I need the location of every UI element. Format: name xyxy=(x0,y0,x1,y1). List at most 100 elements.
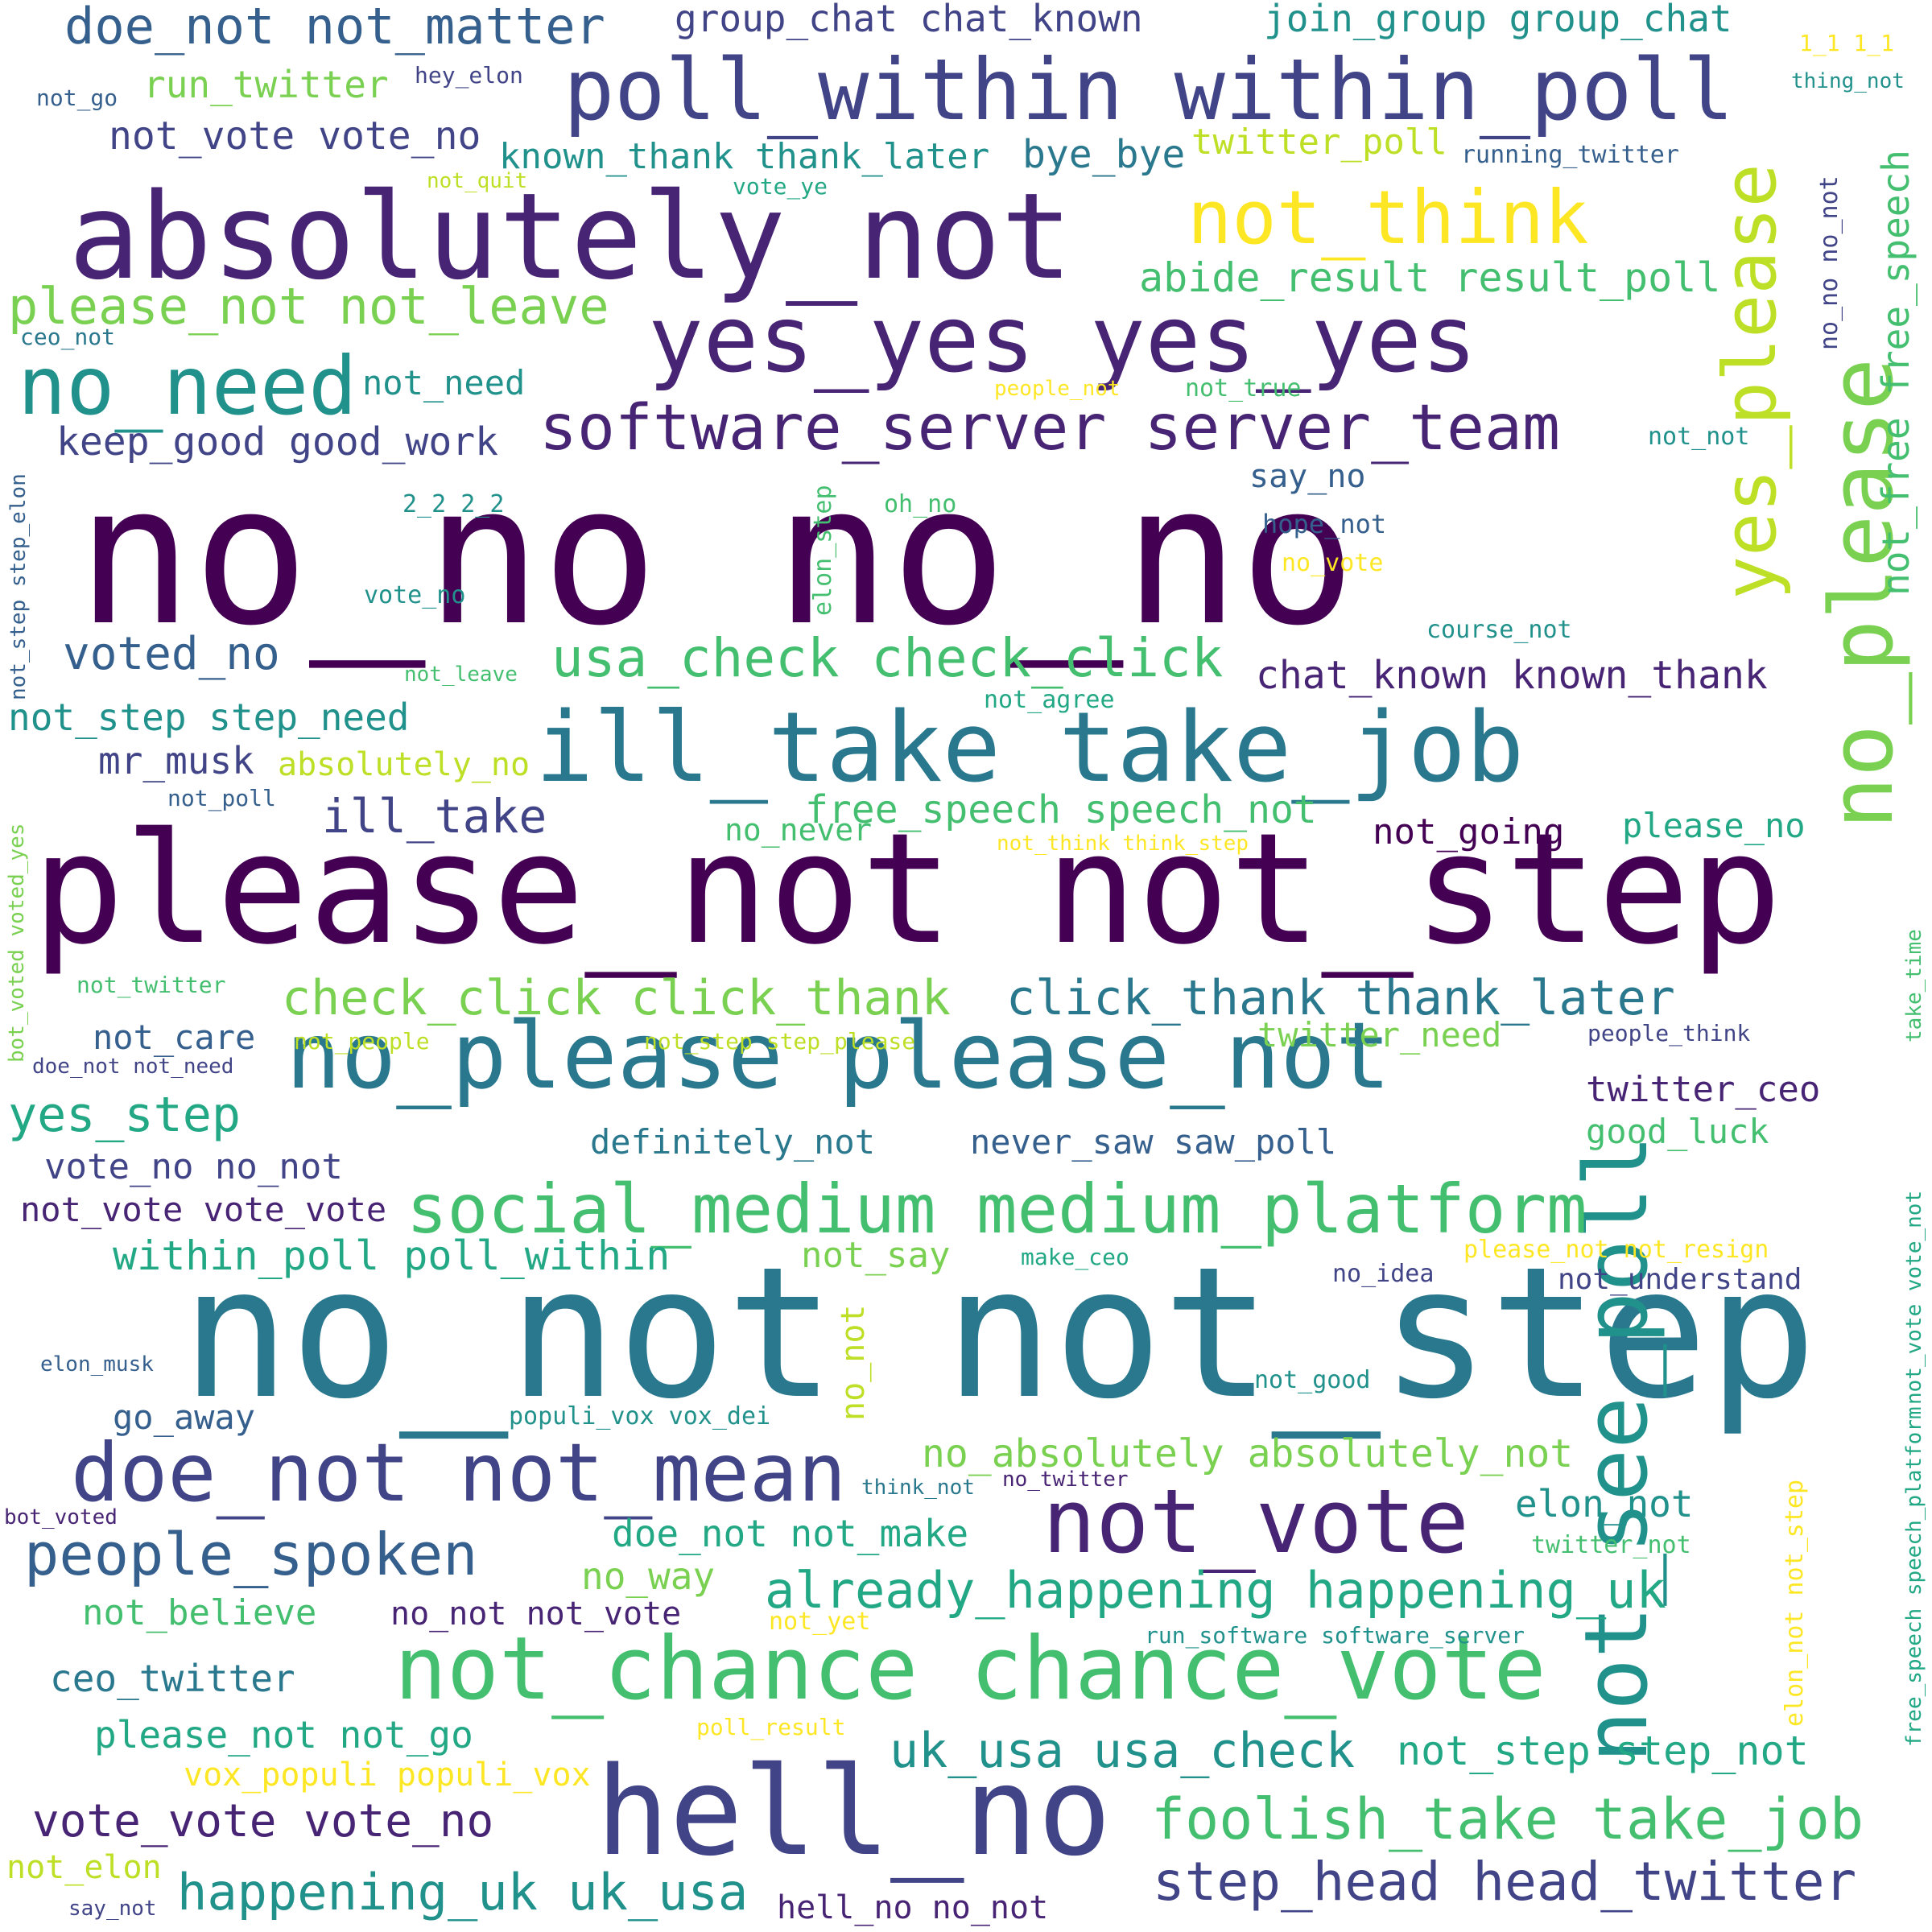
word-not-believe: not_believe xyxy=(82,1592,317,1633)
word-no-not-not-step: no_not not_step xyxy=(181,1228,1817,1439)
word-vote-no-no-not: vote_no no_not xyxy=(44,1146,343,1187)
word-social-medium-medium-platform: social_medium medium_platform xyxy=(407,1170,1587,1249)
word-make-ceo: make_ceo xyxy=(1021,1244,1129,1270)
word-vote-no: vote_no xyxy=(364,581,466,609)
word-not-people: not_people xyxy=(294,1028,430,1055)
word-not-need: not_need xyxy=(362,363,526,402)
word-no-not-not-vote: no_not not_vote xyxy=(390,1596,682,1633)
word-keep-good-good-work: keep_good good_work xyxy=(56,419,499,464)
word-ceo-not: ceo_not xyxy=(20,324,116,350)
word-not-chance-chance-vote: not_chance chance_vote xyxy=(394,1619,1546,1719)
word-elon-not-not-step-text: elon_not not_step xyxy=(1781,1479,1809,1727)
word-twitter-need: twitter_need xyxy=(1257,1015,1502,1055)
word-vox-populi-populi-vox: vox_populi populi_vox xyxy=(184,1757,591,1794)
word-run-twitter: run_twitter xyxy=(143,63,389,106)
word-elon-not: elon_not xyxy=(1515,1482,1694,1525)
word-join-group-group-chat: join_group group_chat xyxy=(1264,0,1732,40)
word-not-true: not_true xyxy=(1185,374,1302,402)
word-twitter-poll: twitter_poll xyxy=(1191,122,1447,163)
word-not-yet: not_yet xyxy=(769,1608,871,1636)
word-go-away: go_away xyxy=(113,1397,256,1437)
word-known-thank-thank-later: known_thank thank_later xyxy=(499,136,990,177)
word-usa-check-check-click: usa_check check_click xyxy=(551,627,1224,689)
word-ceo-twitter: ceo_twitter xyxy=(50,1657,295,1700)
word-twitter-not: twitter_not xyxy=(1531,1531,1691,1559)
word-please-not-not-resign: please_not not_resign xyxy=(1463,1236,1769,1264)
word-free-speech-speech-platform-text: free_speech speech_platform xyxy=(1902,1406,1926,1747)
word-not-care: not_care xyxy=(93,1018,256,1057)
word-not-vote: not_vote xyxy=(1042,1470,1469,1573)
word-not-step-step-need: not_step step_need xyxy=(8,696,410,739)
word-course-not: course_not xyxy=(1426,616,1572,644)
word-no-idea: no_idea xyxy=(1332,1260,1435,1288)
word-people-think: people_think xyxy=(1587,1020,1751,1046)
word-people-spoken: people_spoken xyxy=(24,1521,478,1588)
word-please-not-not-go: please_not not_go xyxy=(94,1713,473,1757)
word-not-step-step-please: not_step step_please xyxy=(644,1028,916,1055)
word-not-step-step-not: not_step step_not xyxy=(1397,1728,1809,1774)
word-definitely-not: definitely_not xyxy=(590,1122,876,1162)
word-hope-not: hope_not xyxy=(1262,509,1387,539)
word-step-head-head-twitter: step_head head_twitter xyxy=(1153,1851,1857,1913)
word-hey-elon: hey_elon xyxy=(415,62,523,89)
word-not-vote-vote-not-text: not_vote vote_not xyxy=(1902,1190,1926,1405)
word-run-software-software-server: run_software software_server xyxy=(1145,1622,1525,1649)
word-check-click-click-thank: check_click click_thank xyxy=(282,970,951,1026)
word-ill-take-take-job: ill_take take_job xyxy=(535,692,1525,804)
word-absolutely-no: absolutely_no xyxy=(278,746,530,783)
word-bot-voted-voted-yes-text: bot_voted voted_yes xyxy=(5,823,29,1063)
word-twitter-ceo: twitter_ceo xyxy=(1586,1069,1821,1110)
word-no-need: no_need xyxy=(18,339,357,433)
word-not-think-think-step: not_think think_step xyxy=(997,832,1249,856)
word-ill-take: ill_take xyxy=(322,789,547,844)
word-yes-please-text: yes_please xyxy=(1708,163,1793,600)
word-no-no-no-no: no_no no_no xyxy=(76,443,1356,668)
word-no-not-text: no_not xyxy=(835,1304,872,1422)
word-not-step-step-elon-text: not_step step_elon xyxy=(6,473,31,700)
word-vote-ye: vote_ye xyxy=(733,173,828,200)
word-within-poll-poll-within: within_poll poll_within xyxy=(113,1232,671,1279)
word-doe-not-not-need: doe_not not_need xyxy=(32,1055,234,1079)
word-group-chat-chat-known: group_chat chat_known xyxy=(675,0,1143,40)
word-please-no: please_no xyxy=(1622,806,1806,845)
word-please-not-not-step: please_not not_step xyxy=(32,800,1782,978)
word-no-way: no_way xyxy=(581,1554,716,1598)
word-take-time-text: take_time xyxy=(1902,929,1926,1042)
word-poll-within-within-poll: poll_within within_poll xyxy=(564,41,1734,139)
word-no-never: no_never xyxy=(724,812,873,848)
word-not-vote-vote-vote: not_vote vote_vote xyxy=(20,1190,387,1229)
word-elon-step-text: elon_step xyxy=(809,485,837,616)
word-not-quit: not_quit xyxy=(427,169,528,193)
word-no-vote: no_vote xyxy=(1282,549,1384,577)
word-software-server-server-team: software_server server_team xyxy=(539,392,1560,464)
word-not-not: not_not xyxy=(1648,423,1750,451)
word-no-absolutely-absolutely-not: no_absolutely absolutely_not xyxy=(922,1431,1574,1476)
word-running-twitter: running_twitter xyxy=(1461,141,1679,169)
word-doe-not-not-mean: doe_not not_mean xyxy=(71,1426,847,1520)
word-good-luck: good_luck xyxy=(1586,1112,1769,1151)
word-not-elon: not_elon xyxy=(6,1849,162,1886)
word-not-poll: not_poll xyxy=(167,785,276,811)
word-not-say: not_say xyxy=(801,1235,951,1276)
word-uk-usa-usa-check: uk_usa usa_check xyxy=(890,1723,1355,1779)
word-not-leave: not_leave xyxy=(404,663,518,687)
word-already-happening-happening-uk: already_happening happening_uk xyxy=(765,1561,1666,1620)
word-no-no-no-not-text: no_no no_not xyxy=(1815,175,1843,350)
word-not-vote-vote-no: not_vote vote_no xyxy=(109,114,481,159)
word-not-understand: not_understand xyxy=(1558,1263,1802,1296)
word-foolish-take-take-job: foolish_take take_job xyxy=(1151,1786,1864,1852)
word-say-no: say_no xyxy=(1249,458,1366,495)
word-2-2-2-2: 2_2 2_2 xyxy=(402,490,505,518)
word-not-agree: not_agree xyxy=(984,686,1115,714)
word-voted-no: voted_no xyxy=(63,628,280,680)
word-hell-no: hell_no xyxy=(596,1740,1112,1883)
word-click-thank-thank-later: click_thank thank_later xyxy=(1006,970,1675,1026)
word-doe-not-not-make: doe_not not_make xyxy=(612,1512,969,1555)
word-say-not: say_not xyxy=(68,1897,157,1921)
word-free-speech-speech-not: free_speech speech_not xyxy=(805,787,1317,832)
word-not-go: not_go xyxy=(36,85,118,111)
word-poll-result: poll_result xyxy=(696,1714,846,1740)
word-absolutely-not: absolutely_not xyxy=(68,167,1073,306)
word-mr-musk: mr_musk xyxy=(98,739,254,782)
word-think-not: think_not xyxy=(861,1476,975,1500)
